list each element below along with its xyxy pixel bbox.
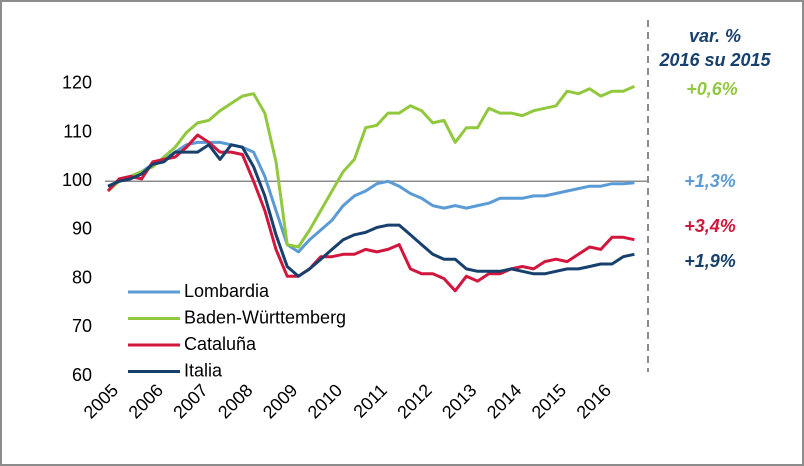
series-line	[106, 133, 635, 293]
y-tick-label: 70	[72, 316, 92, 336]
annotation: var. %	[689, 26, 741, 46]
series-line	[107, 85, 635, 249]
annotation: +1,9%	[684, 251, 736, 271]
legend-label: Baden-Württemberg	[184, 307, 346, 327]
y-tick-label: 90	[72, 219, 92, 239]
y-tick-label: 100	[62, 170, 92, 190]
y-tick-label: 120	[62, 73, 92, 93]
legend-label: Cataluña	[184, 334, 257, 354]
annotation: 2016 su 2015	[658, 50, 771, 70]
series-line	[107, 143, 635, 278]
annotation: +1,3%	[684, 171, 736, 191]
legend-label: Lombardia	[184, 281, 270, 301]
series-line	[107, 140, 635, 254]
legend-label: Italia	[184, 360, 223, 380]
y-tick-label: 60	[72, 365, 92, 385]
y-tick-label: 110	[63, 121, 92, 141]
annotation: +3,4%	[684, 216, 736, 236]
y-tick-label: 80	[72, 267, 92, 287]
annotation: +0,6%	[686, 79, 738, 99]
